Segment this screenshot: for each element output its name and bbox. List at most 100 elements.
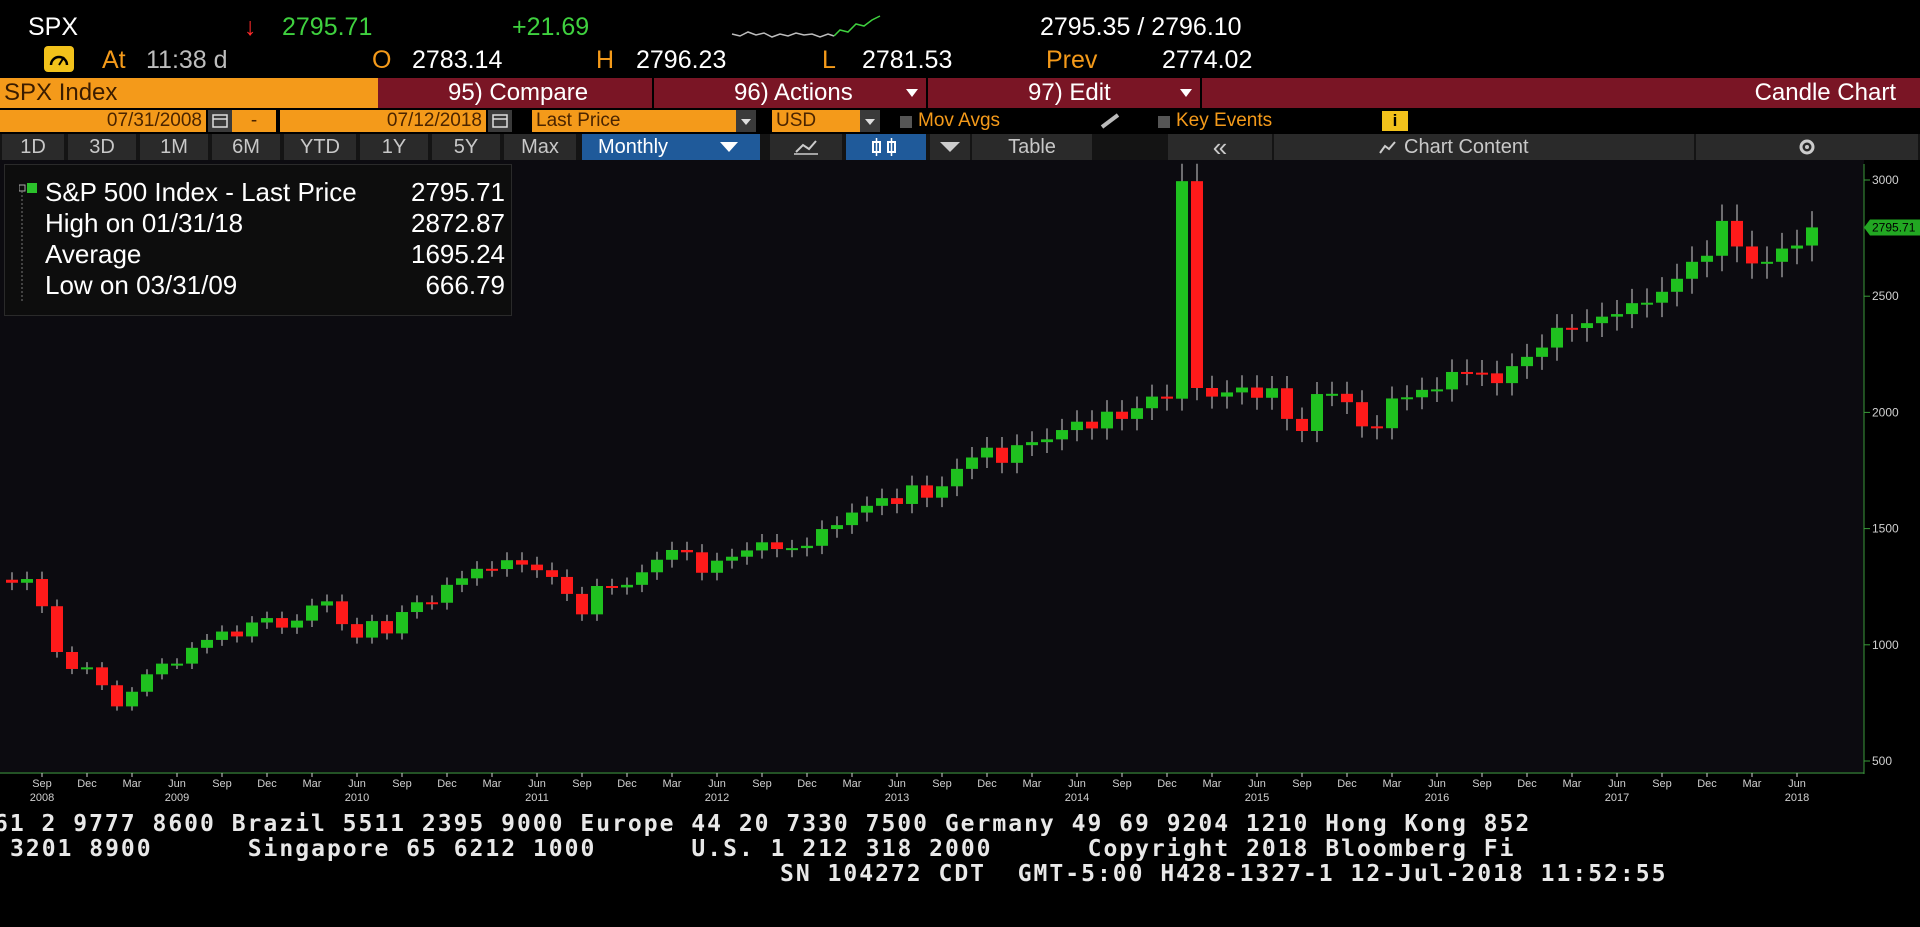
tab-1y[interactable]: 1Y [360,134,428,160]
candle-body [741,550,753,557]
gauge-icon[interactable] [44,46,74,72]
candle-body [621,584,633,588]
x-month-label: Dec [1337,778,1357,790]
tab-ytd[interactable]: YTD [284,134,356,160]
tab-1m[interactable]: 1M [140,134,208,160]
collapse-icon[interactable]: « [1168,134,1272,160]
gear-icon[interactable] [1696,134,1918,160]
last-price: 2795.71 [282,13,373,41]
legend-avg-value: 1695.24 [411,239,505,269]
x-year-label: 2011 [525,792,549,804]
x-month-label: Dec [257,778,277,790]
low-label: L [822,46,836,74]
candle-body [1056,430,1068,440]
period-label: Monthly [598,136,669,158]
low-value: 2781.53 [862,46,953,74]
candle-body [126,691,138,707]
calendar-icon[interactable] [488,110,512,132]
open-value: 2783.14 [412,46,503,74]
currency-select[interactable]: USD [772,110,860,132]
field-select[interactable]: Last Price [532,110,736,132]
x-month-label: Dec [1157,778,1177,790]
candle-body [906,485,918,504]
security-field[interactable]: SPX Index [0,78,378,108]
x-month-label: Sep [392,778,412,790]
chart-content-button[interactable]: Chart Content [1274,134,1694,160]
candle-body [1761,261,1773,264]
candle-body [711,560,723,573]
candle-body [1521,356,1533,367]
x-month-label: Jun [348,778,366,790]
candle-body [786,548,798,551]
candle-body [1071,421,1083,431]
calendar-icon[interactable] [208,110,232,132]
chevron-down-icon[interactable] [930,134,970,160]
pencil-icon[interactable] [1098,111,1124,131]
actions-menu[interactable]: 96) Actions [654,78,928,108]
x-year-label: 2014 [1065,792,1089,804]
candles [6,163,1818,711]
start-date-input[interactable]: 07/31/2008 [0,110,206,132]
candle-body [96,667,108,686]
candle-body [1161,396,1173,399]
info-icon[interactable]: i [1382,111,1408,131]
footer-line-1: 61 2 9777 8600 Brazil 5511 2395 9000 Eur… [0,811,1532,837]
tab-5y[interactable]: 5Y [432,134,500,160]
candle-body [771,542,783,550]
candle-body [261,618,273,623]
tab-6m[interactable]: 6M [212,134,280,160]
tab-1d[interactable]: 1D [2,134,64,160]
edit-menu[interactable]: 97) Edit [928,78,1202,108]
candle-body [141,674,153,692]
candle-body [1506,366,1518,384]
chevron-down-icon[interactable] [860,110,880,132]
line-chart-icon[interactable] [770,134,842,160]
candle-body [231,631,243,637]
candle-body [666,549,678,560]
candle-body [756,542,768,551]
prev-value: 2774.02 [1162,46,1253,74]
candle-body [816,529,828,546]
candle-body [981,447,993,458]
candle-body [1416,389,1428,398]
chevron-down-icon [906,89,918,97]
candle-body [456,578,468,585]
tab-max[interactable]: Max [504,134,576,160]
candle-body [651,559,663,573]
candle-body [66,652,78,669]
tab-3d[interactable]: 3D [68,134,136,160]
candle-body [531,564,543,571]
candle-body [1326,393,1338,396]
candle-body [171,663,183,666]
end-date-input[interactable]: 07/12/2018 [280,110,486,132]
symbol[interactable]: SPX [28,13,79,41]
candle-body [1776,248,1788,262]
legend-series: S&P 500 Index - Last Price 2795.71 [45,177,505,207]
candle-body [366,621,378,638]
x-month-label: Sep [212,778,232,790]
x-month-label: Dec [77,778,97,790]
candle-body [1581,323,1593,329]
x-month-label: Jun [1428,778,1446,790]
period-select[interactable]: Monthly [582,134,760,160]
x-month-label: Jun [1608,778,1626,790]
mov-avgs-checkbox[interactable] [900,116,912,128]
chart-content-label: Chart Content [1404,136,1529,158]
compare-button[interactable]: 95) Compare [380,78,654,108]
table-button[interactable]: Table [972,134,1092,160]
legend-box[interactable]: S&P 500 Index - Last Price 2795.71 High … [4,164,512,316]
chevron-down-icon[interactable] [736,110,756,132]
candle-body [246,622,258,637]
x-month-label: Sep [1472,778,1492,790]
x-month-label: Sep [1292,778,1312,790]
candle-body [1446,371,1458,390]
x-month-label: Dec [797,778,817,790]
x-year-label: 2009 [165,792,189,804]
candle-body [1041,439,1053,443]
x-year-label: 2016 [1425,792,1449,804]
candle-body [591,586,603,615]
candle-body [861,505,873,513]
key-events-checkbox[interactable] [1158,116,1170,128]
high-value: 2796.23 [636,46,727,74]
candle-chart-icon[interactable] [846,134,926,160]
